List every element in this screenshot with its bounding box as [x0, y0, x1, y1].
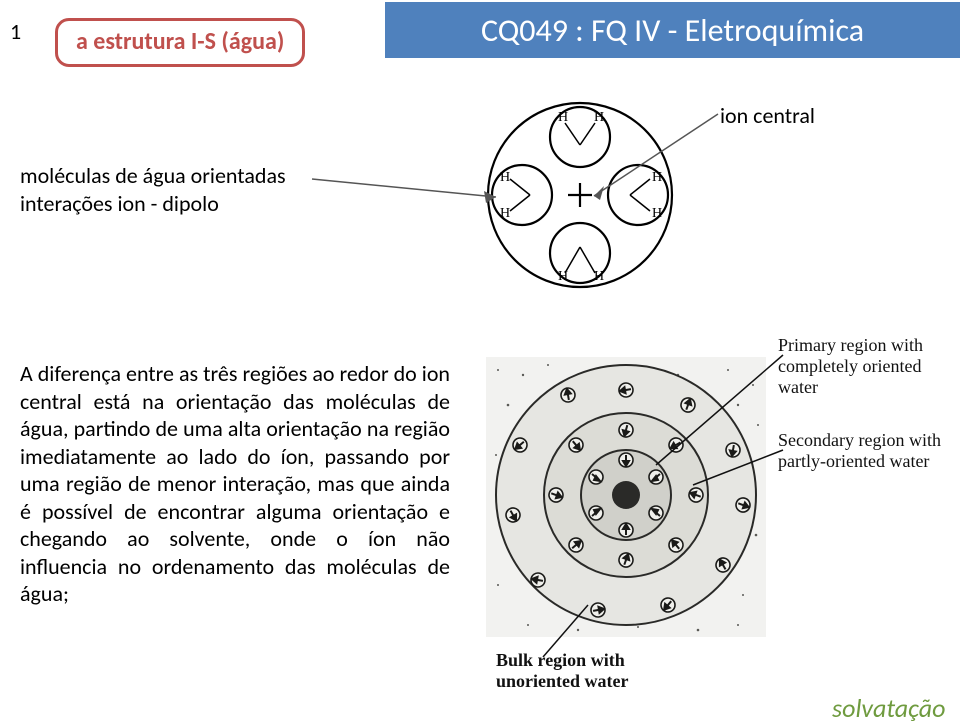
ion-dipole-label: interações ion - dipolo — [20, 190, 219, 217]
oriented-molecules-label: moléculas de água orientadas — [20, 162, 286, 189]
svg-text:H: H — [500, 206, 510, 221]
course-title: CQ049 : FQ IV - Eletroquímica — [385, 2, 960, 58]
ion-central-arrow — [590, 110, 720, 200]
svg-text:H: H — [652, 206, 662, 221]
solvation-regions-diagram: Primary region with completely oriented … — [478, 335, 948, 695]
primary-region-label: Primary region with completely oriented … — [778, 335, 948, 398]
topic-pill: a estrutura I-S (água) — [55, 18, 305, 67]
bulk-region-label: Bulk region with unoriented water — [496, 650, 696, 692]
svg-text:H: H — [500, 170, 510, 185]
oriented-molecules-arrow — [310, 175, 500, 205]
ion-central-label: ion central — [720, 102, 815, 129]
solvation-label: solvatação — [832, 692, 945, 724]
explanation-paragraph: A diferença entre as três regiões ao red… — [20, 360, 450, 608]
svg-text:H: H — [594, 269, 604, 284]
svg-text:H: H — [558, 110, 568, 125]
page-number: 1 — [10, 18, 21, 45]
secondary-region-label: Secondary region with partly-oriented wa… — [778, 430, 948, 472]
